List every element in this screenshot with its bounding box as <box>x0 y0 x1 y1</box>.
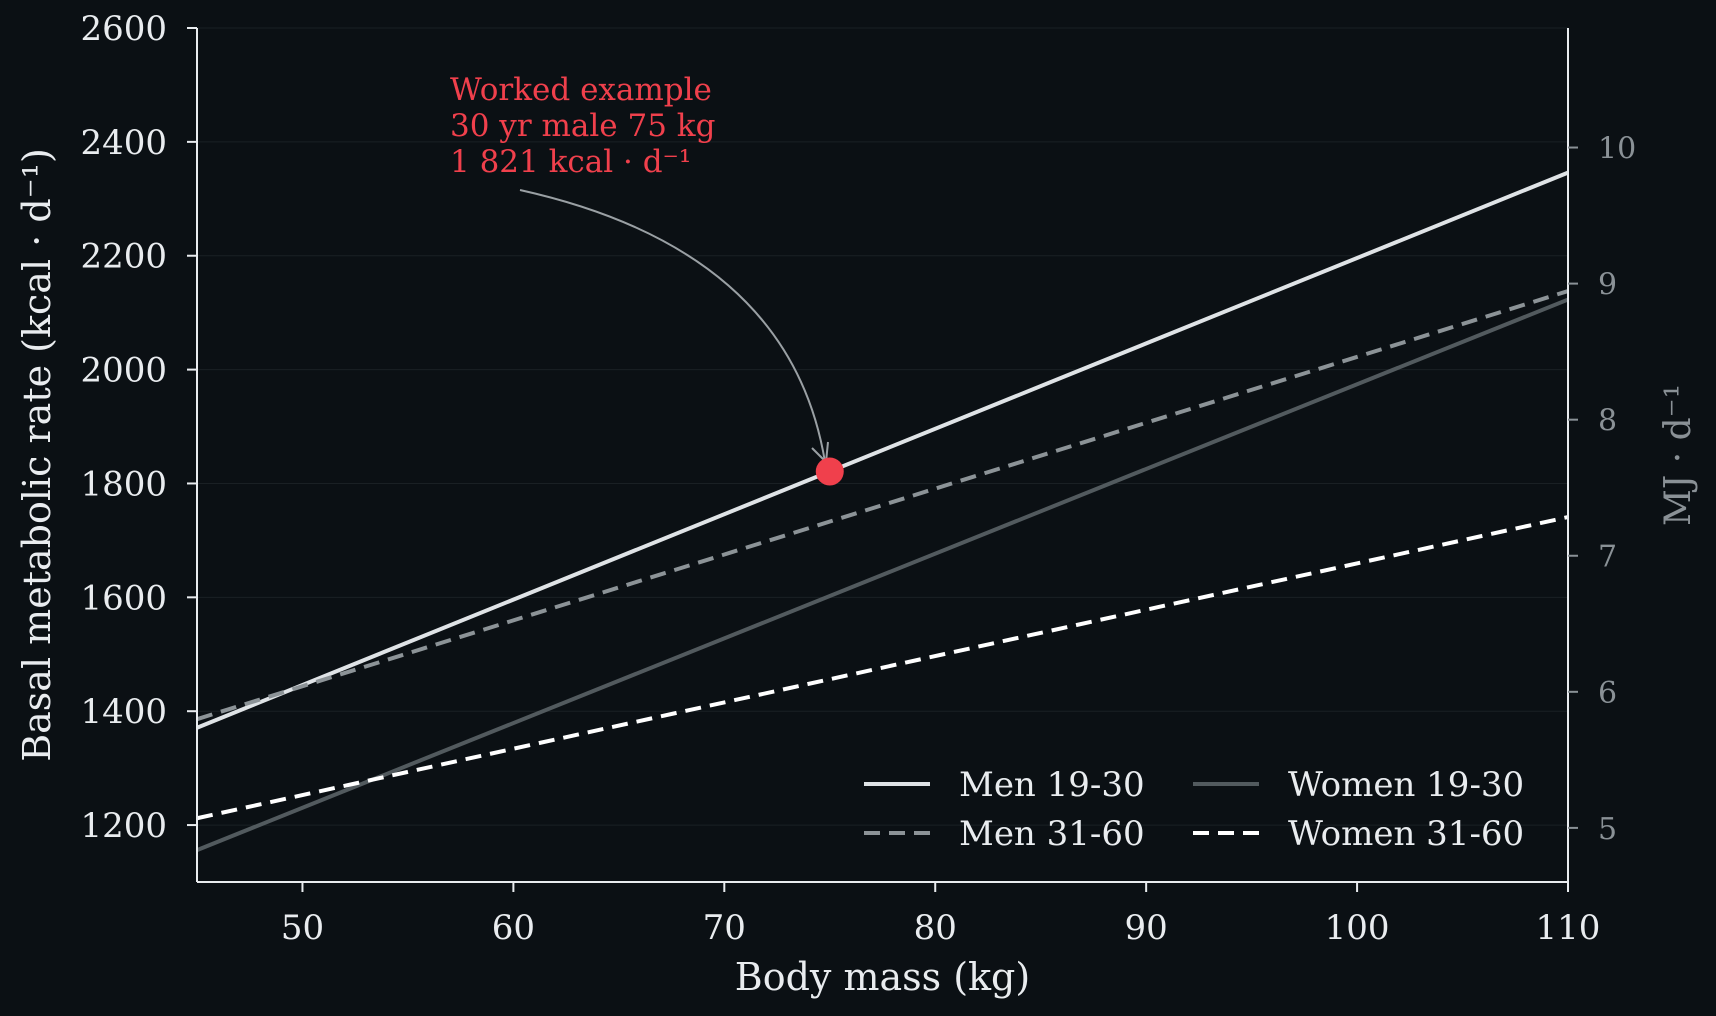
y-right-tick-label: 10 <box>1598 132 1636 167</box>
series-line-3 <box>196 515 1569 821</box>
legend-label-1: Men 31-60 <box>959 814 1145 854</box>
x-tick-label: 100 <box>1325 908 1390 948</box>
y-right-tick-label: 5 <box>1598 812 1617 847</box>
x-tick-label: 70 <box>703 908 746 948</box>
legend-label-2: Women 19-30 <box>1288 765 1524 805</box>
annotation-text-line: Worked example <box>450 72 712 108</box>
y-tick-label: 1400 <box>80 692 167 732</box>
x-tick-label: 110 <box>1536 908 1601 948</box>
series-line-2 <box>196 297 1569 852</box>
y-right-tick-label: 9 <box>1598 268 1617 303</box>
series-line-1 <box>196 289 1569 722</box>
x-tick-label: 80 <box>914 908 957 948</box>
y-right-tick-label: 6 <box>1598 676 1617 711</box>
y-tick-label: 1200 <box>80 806 167 846</box>
series-lines <box>196 170 1569 852</box>
annotation-text-line: 30 yr male 75 kg <box>450 108 715 144</box>
legend-label-3: Women 31-60 <box>1288 814 1524 854</box>
y-right-tick-label: 8 <box>1598 404 1617 439</box>
annotation-arrow <box>519 189 826 463</box>
y-tick-label: 1800 <box>80 464 167 504</box>
x-tick-label: 90 <box>1125 908 1168 948</box>
y-tick-label: 2600 <box>80 9 167 49</box>
series-line-0 <box>196 170 1569 730</box>
y-right-axis-title: MJ · d⁻¹ <box>1658 384 1699 526</box>
y-right-tick-label: 7 <box>1598 540 1617 575</box>
y-tick-label: 2400 <box>80 123 167 163</box>
x-tick-label: 60 <box>492 908 535 948</box>
x-tick-label: 50 <box>281 908 324 948</box>
axes: 1200 1400 1600 1800 2000 2200 2400 2600 50 60 70 80… <box>15 9 1699 999</box>
y-axis-title: Basal metabolic rate (kcal · d⁻¹) <box>15 148 59 762</box>
y-tick-label: 2000 <box>80 351 167 391</box>
legend-label-0: Men 19-30 <box>959 765 1145 805</box>
annotation-point <box>815 457 844 486</box>
y-tick-label: 2200 <box>80 237 167 277</box>
x-axis-title: Body mass (kg) <box>735 955 1030 999</box>
annotation-text-line: 1 821 kcal · d⁻¹ <box>450 144 691 180</box>
legend: Men 19-30 Women 19-30 Men 31-60 Women 31-60 <box>864 765 1524 854</box>
grid-lines <box>197 27 1568 826</box>
y-tick-label: 1600 <box>80 578 167 618</box>
